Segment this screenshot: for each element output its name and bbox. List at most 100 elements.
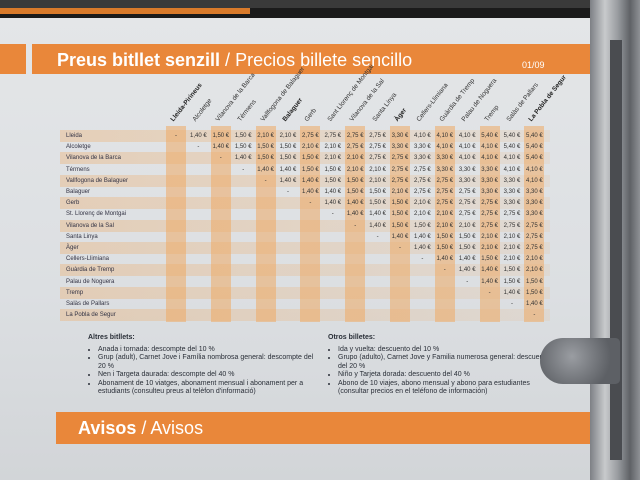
fare-cell: 2,75 € — [436, 177, 454, 184]
fare-cell: 4,10 € — [414, 133, 431, 139]
fare-cell: 4,10 € — [458, 133, 476, 139]
fare-cell: 1,40 € — [324, 189, 342, 195]
fare-cell: 1,50 € — [302, 166, 319, 173]
fare-cell: 2,10 € — [526, 267, 543, 274]
row-label: Vallfogona de Balaguer — [66, 177, 128, 184]
fare-cell: 2,10 € — [481, 233, 498, 240]
fare-cell: 5,40 € — [526, 155, 543, 162]
column-header: Térmens — [236, 98, 258, 123]
fare-cell: 1,50 € — [481, 256, 498, 263]
fare-cell: 3,30 € — [503, 189, 521, 195]
row-label: Palau de Noguera — [66, 278, 115, 285]
fare-cell: 1,40 € — [190, 133, 207, 139]
fare-cell: 2,10 € — [503, 233, 521, 240]
row-label: La Pobla de Segur — [66, 312, 116, 319]
fare-cell: 5,40 € — [503, 133, 521, 139]
row-label: Cellers-Llimiana — [66, 256, 110, 263]
fare-cell: 1,50 € — [436, 245, 454, 251]
fare-cell: 1,50 € — [503, 278, 521, 285]
fare-cell: - — [376, 233, 379, 240]
fare-cell: 2,10 € — [324, 155, 342, 162]
fare-cell: 4,10 € — [458, 144, 476, 151]
row-label: St. Llorenç de Montgai — [66, 211, 127, 218]
version-label: 01/09 — [522, 60, 545, 70]
fare-cell: 2,10 € — [257, 133, 274, 139]
fare-cell: 1,40 € — [302, 189, 319, 195]
fare-cell: 1,50 € — [391, 200, 409, 207]
fare-cell: 3,30 € — [526, 200, 543, 207]
fare-cell: 2,10 € — [458, 222, 476, 229]
row-label: Àger — [66, 245, 79, 251]
fare-cell: 1,40 € — [414, 233, 431, 240]
note-item: Grupo (adulto), Carnet Jove y Familia nu… — [338, 354, 558, 371]
fare-cell: 3,30 € — [436, 155, 454, 162]
fare-cell: - — [197, 144, 200, 151]
column-stripe — [524, 126, 545, 323]
column-stripe — [166, 126, 186, 323]
column-header: Gerb — [303, 107, 319, 123]
column-stripe — [390, 126, 410, 323]
row-band — [60, 174, 550, 187]
fare-cell: 2,10 € — [526, 256, 543, 263]
column-stripe — [479, 126, 500, 323]
fare-cell: 1,50 € — [324, 177, 342, 184]
fare-cell: 4,10 € — [526, 177, 543, 184]
fare-cell: 1,40 € — [526, 301, 543, 307]
fare-cell: 1,50 € — [369, 189, 386, 195]
fare-cell: 1,50 € — [257, 155, 274, 162]
fare-cell: 1,40 € — [503, 289, 521, 296]
fare-cell: - — [309, 200, 312, 207]
fare-cell: 1,50 € — [257, 144, 274, 151]
fare-cell: 1,50 € — [346, 177, 364, 184]
fare-cell: 1,50 € — [503, 267, 521, 274]
note-item: Nen i Targeta daurada: descompte del 40 … — [98, 371, 318, 380]
fare-cell: 1,40 € — [302, 177, 319, 184]
fare-cell: 1,50 € — [234, 144, 252, 151]
row-label: Balaguer — [66, 189, 91, 195]
fare-cell: 1,40 € — [436, 256, 454, 263]
fare-cell: - — [399, 245, 401, 251]
fare-cell: 1,50 € — [458, 245, 476, 251]
fare-cell: 1,50 € — [324, 166, 342, 173]
fare-cell: 3,30 € — [481, 177, 498, 184]
fare-cell: 4,10 € — [481, 144, 498, 151]
column-stripe — [300, 126, 321, 323]
fare-cell: 1,40 € — [346, 200, 364, 207]
fare-cell: 3,30 € — [503, 200, 521, 207]
fare-cell: 2,75 € — [346, 133, 364, 139]
fare-cell: 2,75 € — [481, 211, 498, 218]
fare-cell: 2,75 € — [503, 211, 521, 218]
fare-cell: 4,10 € — [503, 166, 521, 173]
fare-cell: 2,75 € — [391, 155, 409, 162]
fare-cell: - — [287, 189, 289, 195]
fare-cell: 4,10 € — [526, 166, 543, 173]
fare-cell: 3,30 € — [481, 166, 498, 173]
door-handle — [540, 338, 620, 384]
fare-cell: 1,50 € — [436, 233, 454, 240]
fare-cell: 1,50 € — [414, 222, 431, 229]
fare-cell: 3,30 € — [414, 144, 431, 151]
fare-cell: 1,50 € — [526, 289, 543, 296]
fare-cell: 2,10 € — [414, 200, 431, 207]
fare-cell: 2,10 € — [481, 245, 498, 251]
fare-cell: 1,40 € — [369, 222, 386, 229]
fare-cell: - — [533, 312, 536, 319]
fare-cell: 2,10 € — [302, 144, 319, 151]
fare-cell: - — [331, 211, 334, 218]
fare-cell: 1,40 € — [481, 278, 498, 285]
column-stripe — [255, 126, 276, 323]
fare-cell: 2,75 € — [526, 233, 543, 240]
fare-cell: 4,10 € — [503, 155, 521, 162]
fare-cell: 2,75 € — [481, 200, 498, 207]
fare-cell: 1,40 € — [391, 233, 409, 240]
fare-cell: 3,30 € — [391, 133, 409, 139]
fare-cell: 3,30 € — [526, 211, 543, 218]
fare-cell: 2,75 € — [346, 144, 364, 151]
fare-cell: 1,40 € — [212, 144, 230, 151]
fare-cell: 1,40 € — [346, 211, 364, 218]
fare-cell: 2,10 € — [436, 222, 454, 229]
fare-cell: - — [421, 256, 424, 263]
row-band — [60, 286, 550, 299]
fare-cell: 1,50 € — [391, 222, 409, 229]
fare-cell: 2,75 € — [414, 166, 431, 173]
